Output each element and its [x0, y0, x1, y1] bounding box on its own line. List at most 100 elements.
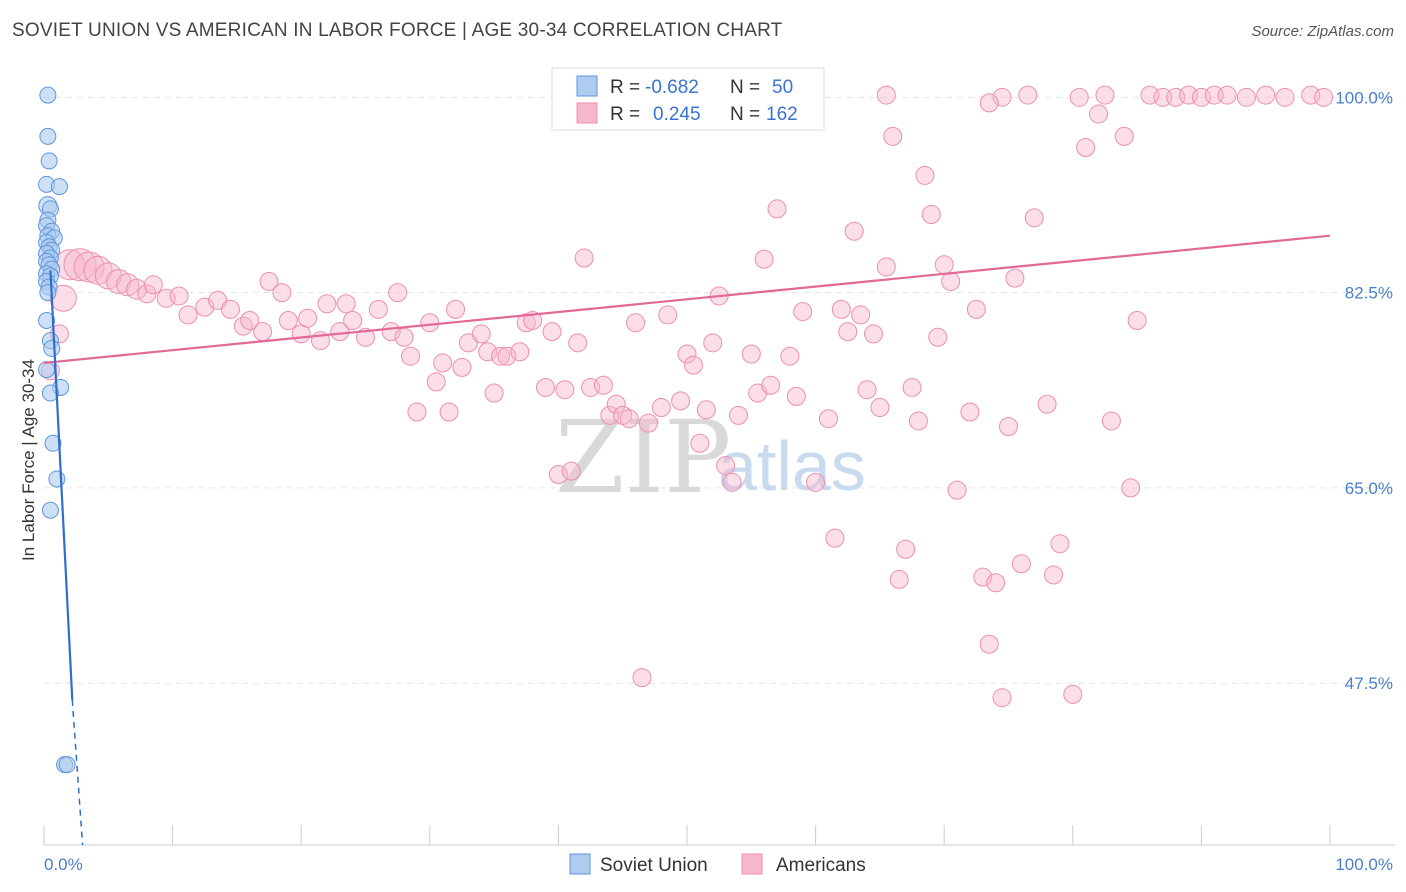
americans-points	[40, 85, 1334, 708]
americans-point	[606, 394, 626, 414]
y-tick-label: 47.5%	[1345, 674, 1393, 693]
americans-point	[356, 327, 375, 347]
americans-point	[1095, 85, 1115, 105]
soviet-point	[38, 312, 56, 330]
americans-point	[1314, 87, 1334, 107]
americans-point	[394, 327, 414, 347]
americans-point	[722, 472, 742, 492]
watermark-zip: ZIP	[555, 399, 731, 516]
americans-point	[1037, 394, 1057, 414]
americans-point	[626, 313, 646, 333]
legend-n-americans: 162	[766, 104, 798, 125]
americans-point	[420, 313, 440, 333]
americans-point	[446, 299, 466, 319]
americans-trend-line	[43, 234, 1331, 365]
americans-point	[536, 377, 556, 397]
americans-point	[1236, 87, 1256, 107]
americans-point	[767, 199, 787, 219]
americans-point	[934, 255, 954, 275]
americans-point	[677, 344, 697, 364]
soviet-point	[50, 178, 68, 196]
soviet-point	[39, 127, 57, 145]
legend-r-soviet: -0.682	[645, 77, 699, 98]
americans-point	[857, 380, 877, 400]
americans-point	[343, 311, 363, 331]
soviet-point	[39, 284, 57, 302]
bottom-legend-soviet: Soviet Union	[600, 855, 708, 876]
americans-point	[941, 271, 961, 291]
americans-point	[1044, 565, 1064, 585]
soviet-trend-extension	[71, 699, 84, 846]
americans-point	[863, 324, 883, 344]
americans-point	[1256, 85, 1276, 105]
soviet-point	[43, 339, 61, 357]
americans-point	[1127, 311, 1147, 331]
americans-point	[298, 308, 318, 328]
americans-point	[510, 342, 530, 362]
americans-point	[253, 322, 273, 342]
americans-point	[1089, 104, 1109, 124]
americans-point	[838, 322, 858, 342]
americans-point	[568, 333, 588, 353]
americans-point	[1018, 85, 1038, 105]
americans-point	[716, 456, 736, 476]
americans-point	[696, 400, 716, 420]
americans-point	[619, 409, 639, 429]
stats-legend: R = -0.682 N = 50 R = 0.245 N = 162	[551, 67, 825, 131]
americans-point	[220, 299, 240, 319]
series-legend: Soviet Union Americans	[569, 853, 866, 876]
chart-source: Source: ZipAtlas.com	[1251, 23, 1394, 40]
legend-r-label-americans: R =	[610, 104, 640, 125]
soviet-point	[39, 86, 57, 104]
y-tick-label: 82.5%	[1345, 284, 1393, 303]
americans-point	[786, 386, 806, 406]
americans-point	[439, 402, 459, 422]
americans-point	[478, 342, 498, 362]
americans-point	[651, 398, 671, 418]
americans-point	[484, 383, 504, 403]
tick-labels: 47.5% 65.0% 82.5% 100.0% 0.0% 100.0%	[44, 88, 1393, 874]
americans-point	[761, 375, 781, 395]
americans-point	[741, 344, 761, 364]
americans-point	[259, 271, 279, 291]
americans-point	[979, 634, 999, 654]
legend-swatch-americans	[576, 102, 598, 124]
americans-point	[593, 375, 613, 395]
chart-title: SOVIET UNION VS AMERICAN IN LABOR FORCE …	[12, 20, 783, 41]
americans-point	[1024, 208, 1044, 228]
americans-point	[960, 402, 980, 422]
bottom-legend-americans: Americans	[776, 855, 866, 876]
americans-point	[992, 87, 1012, 107]
americans-point	[780, 346, 800, 366]
americans-point	[368, 299, 388, 319]
americans-point	[979, 93, 999, 113]
americans-point	[851, 305, 871, 325]
americans-point	[915, 165, 935, 185]
soviet-point	[41, 501, 59, 519]
legend-swatch-soviet	[576, 75, 598, 97]
americans-point	[831, 299, 851, 319]
americans-point	[407, 402, 427, 422]
americans-point	[806, 472, 826, 492]
legend-n-label-americans: N =	[730, 104, 760, 125]
americans-point	[1275, 87, 1295, 107]
legend-r-americans: 0.245	[653, 104, 701, 125]
soviet-point	[44, 434, 62, 452]
x-tick-label: 100.0%	[1335, 855, 1393, 874]
americans-point	[947, 480, 967, 500]
americans-point	[1063, 684, 1083, 704]
americans-point	[471, 324, 491, 344]
legend-n-label-soviet: N =	[730, 77, 760, 98]
bottom-legend-swatch-americans	[741, 853, 763, 875]
americans-point	[169, 286, 189, 306]
gridlines	[44, 96, 1395, 684]
americans-point	[754, 249, 774, 269]
axes	[43, 825, 1395, 846]
americans-point	[793, 302, 813, 322]
americans-point	[491, 346, 511, 366]
americans-point	[928, 327, 948, 347]
americans-point	[889, 569, 909, 589]
bottom-legend-swatch-soviet	[569, 853, 591, 875]
americans-point	[632, 668, 652, 688]
